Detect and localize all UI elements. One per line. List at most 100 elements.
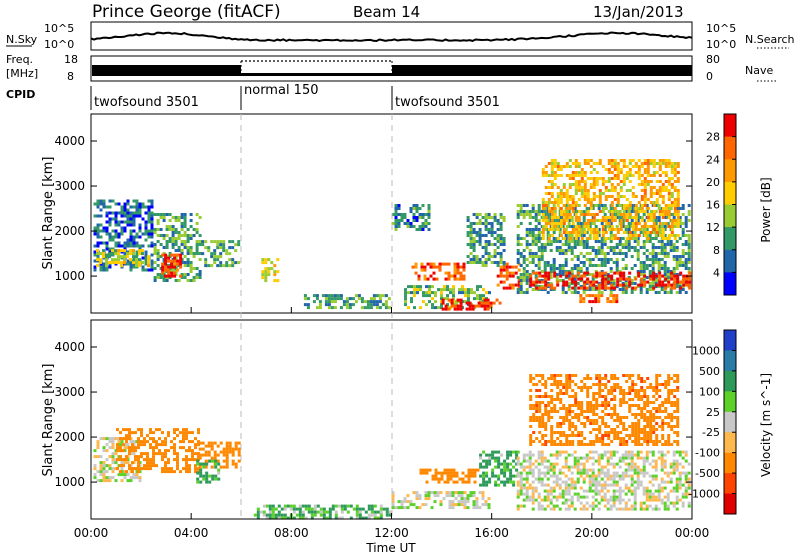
heatmap-cell <box>657 219 661 222</box>
heatmap-cell <box>597 228 601 231</box>
heatmap-cell <box>622 416 626 419</box>
heatmap-cell <box>552 204 556 207</box>
heatmap-cell <box>475 213 479 216</box>
heatmap-cell <box>469 237 473 240</box>
heatmap-cell <box>561 450 565 454</box>
heatmap-cell <box>461 285 464 289</box>
heatmap-cell <box>640 165 644 168</box>
heatmap-cell <box>529 277 533 281</box>
heatmap-cell <box>129 262 133 266</box>
heatmap-cell <box>643 168 647 171</box>
heatmap-cell <box>234 447 238 451</box>
heatmap-cell <box>622 401 626 404</box>
heatmap-cell <box>582 507 586 511</box>
heatmap-cell <box>360 300 364 304</box>
heatmap-cell <box>528 465 532 469</box>
heatmap-cell <box>550 443 554 446</box>
heatmap-cell <box>141 265 145 269</box>
heatmap-cell <box>519 471 523 475</box>
heatmap-cell <box>470 474 474 478</box>
heatmap-cell <box>591 264 595 267</box>
heatmap-cell <box>161 440 164 444</box>
heatmap-cell <box>666 480 670 484</box>
heatmap-cell <box>553 222 557 225</box>
heatmap-cell <box>117 202 121 206</box>
heatmap-cell <box>672 468 676 472</box>
heatmap-cell <box>467 294 470 298</box>
nave-tick-low: 0 <box>706 70 713 83</box>
heatmap-cell <box>660 462 664 466</box>
heatmap-cell <box>622 162 626 165</box>
heatmap-cell <box>185 455 188 459</box>
heatmap-cell <box>516 258 520 261</box>
heatmap-cell <box>561 264 565 267</box>
heatmap-cell <box>639 267 643 270</box>
heatmap-cell <box>522 258 526 261</box>
heatmap-cell <box>132 473 136 477</box>
heatmap-cell <box>234 243 238 247</box>
heatmap-cell <box>149 431 152 435</box>
heatmap-cell <box>670 186 674 189</box>
heatmap-cell <box>219 246 223 250</box>
heatmap-cell <box>616 283 620 287</box>
heatmap-cell <box>484 264 488 267</box>
heatmap-cell <box>173 253 177 257</box>
heatmap-cell <box>531 231 535 234</box>
heatmap-cell <box>108 464 112 468</box>
heatmap-cell <box>660 288 664 291</box>
heatmap-cell <box>595 404 599 407</box>
heatmap-cell <box>225 264 229 268</box>
heatmap-cell <box>621 288 625 291</box>
heatmap-cell <box>675 291 679 294</box>
heatmap-cell <box>571 210 575 213</box>
heatmap-cell <box>499 271 503 275</box>
heatmap-cell <box>684 474 688 478</box>
heatmap-cell <box>564 483 568 487</box>
heatmap-cell <box>549 264 553 267</box>
heatmap-cell <box>666 267 670 270</box>
heatmap-cell <box>616 201 620 204</box>
heatmap-cell <box>111 443 115 447</box>
heatmap-cell <box>429 274 433 278</box>
heatmap-cell <box>556 168 560 171</box>
heatmap-cell <box>643 280 647 284</box>
heatmap-cell <box>636 237 640 240</box>
heatmap-cell <box>607 222 611 225</box>
heatmap-cell <box>606 225 610 228</box>
heatmap-cell <box>673 165 677 168</box>
heatmap-cell <box>606 471 610 475</box>
heatmap-cell <box>625 219 629 222</box>
heatmap-cell <box>615 210 619 213</box>
heatmap-cell <box>522 504 526 508</box>
heatmap-cell <box>183 225 187 228</box>
heatmap-cell <box>547 395 551 398</box>
heatmap-cell <box>459 304 463 308</box>
heatmap-cell <box>345 297 349 301</box>
heatmap-cell <box>180 213 184 216</box>
heatmap-cell <box>427 210 431 213</box>
heatmap-cell <box>194 467 197 471</box>
heatmap-cell <box>140 440 143 444</box>
heatmap-cell <box>631 234 635 237</box>
heatmap-cell <box>633 489 637 493</box>
heatmap-cell <box>472 237 476 240</box>
heatmap-cell <box>684 240 688 243</box>
heatmap-cell <box>292 510 296 514</box>
heatmap-cell <box>161 467 164 471</box>
heatmap-cell <box>418 494 422 498</box>
heatmap-cell <box>613 386 617 389</box>
heatmap-cell <box>528 255 532 258</box>
heatmap-cell <box>482 297 485 301</box>
heatmap-cell <box>522 213 526 216</box>
heatmap-cell <box>556 392 560 395</box>
heatmap-cell <box>222 249 226 253</box>
heatmap-cell <box>164 259 168 263</box>
heatmap-cell <box>192 252 196 255</box>
heatmap-cell <box>445 491 449 495</box>
heatmap-cell <box>582 216 586 219</box>
heatmap-cell <box>654 210 658 213</box>
heatmap-cell <box>547 207 551 210</box>
heatmap-cell <box>99 479 103 483</box>
heatmap-cell <box>672 462 676 466</box>
heatmap-cell <box>550 395 554 398</box>
